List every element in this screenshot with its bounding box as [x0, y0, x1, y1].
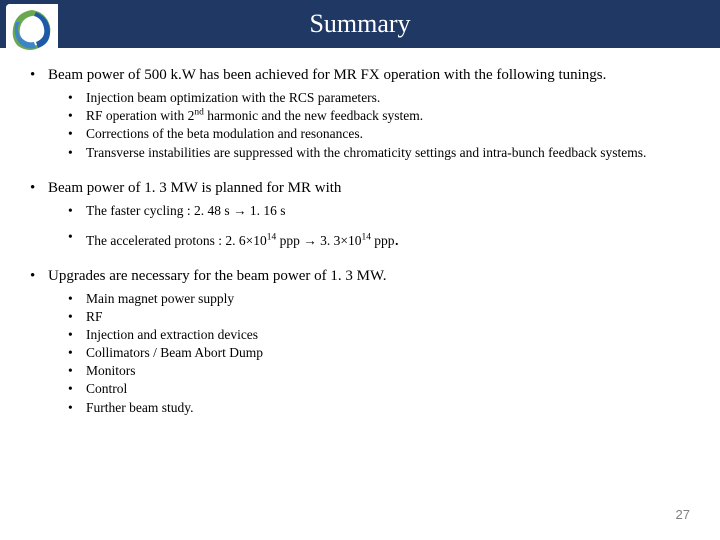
section-1-text: Beam power of 500 k.W has been achieved …: [48, 66, 692, 84]
list-item-text: Control: [86, 381, 692, 397]
bullet-dot: •: [68, 90, 86, 106]
bullet-dot: •: [68, 309, 86, 325]
slide-title: Summary: [309, 9, 410, 39]
list-item-text: The faster cycling : 2. 48 s → 1. 16 s: [86, 203, 692, 219]
bullet-dot: •: [68, 145, 86, 161]
list-item-text: RF operation with 2nd harmonic and the n…: [86, 108, 692, 124]
logo: [6, 4, 58, 56]
list-item-text: Transverse instabilities are suppressed …: [86, 145, 692, 161]
section-2-text: Beam power of 1. 3 MW is planned for MR …: [48, 179, 692, 197]
list-item: • Main magnet power supply: [68, 291, 692, 307]
list-item: • Injection beam optimization with the R…: [68, 90, 692, 106]
bullet-dot: •: [68, 345, 86, 361]
bullet-dot: •: [68, 381, 86, 397]
section-2-lead: • Beam power of 1. 3 MW is planned for M…: [28, 179, 692, 197]
list-item: • RF: [68, 309, 692, 325]
list-item-text: Collimators / Beam Abort Dump: [86, 345, 692, 361]
list-item: • Transverse instabilities are suppresse…: [68, 145, 692, 161]
page-number: 27: [676, 507, 690, 522]
section-1-lead: • Beam power of 500 k.W has been achieve…: [28, 66, 692, 84]
list-item-text: Further beam study.: [86, 400, 692, 416]
list-item: • The faster cycling : 2. 48 s → 1. 16 s: [68, 203, 692, 219]
bullet-dot: •: [68, 126, 86, 142]
list-item: • Injection and extraction devices: [68, 327, 692, 343]
list-item: • Control: [68, 381, 692, 397]
list-item-text: RF: [86, 309, 692, 325]
section-3-lead: • Upgrades are necessary for the beam po…: [28, 267, 692, 285]
section-2-sublist: • The faster cycling : 2. 48 s → 1. 16 s…: [68, 203, 692, 251]
slide-header: Summary: [0, 0, 720, 48]
list-item-text: Injection beam optimization with the RCS…: [86, 90, 692, 106]
section-3-sublist: • Main magnet power supply • RF • Inject…: [68, 291, 692, 416]
list-item: • Corrections of the beta modulation and…: [68, 126, 692, 142]
bullet-dot: •: [28, 179, 48, 197]
bullet-dot: •: [68, 363, 86, 379]
logo-swirl-icon: [6, 4, 58, 56]
bullet-dot: •: [28, 66, 48, 84]
bullet-dot: •: [68, 327, 86, 343]
bullet-dot: •: [28, 267, 48, 285]
list-item-text: Monitors: [86, 363, 692, 379]
bullet-dot: •: [68, 108, 86, 124]
list-item: • RF operation with 2nd harmonic and the…: [68, 108, 692, 124]
list-item: • Monitors: [68, 363, 692, 379]
bullet-dot: •: [68, 203, 86, 219]
bullet-dot: •: [68, 229, 86, 251]
list-item: • Further beam study.: [68, 400, 692, 416]
section-1-sublist: • Injection beam optimization with the R…: [68, 90, 692, 161]
bullet-dot: •: [68, 291, 86, 307]
list-item: • The accelerated protons : 2. 6×1014 pp…: [68, 229, 692, 251]
list-item-text: Injection and extraction devices: [86, 327, 692, 343]
section-3-text: Upgrades are necessary for the beam powe…: [48, 267, 692, 285]
bullet-dot: •: [68, 400, 86, 416]
list-item-text: Corrections of the beta modulation and r…: [86, 126, 692, 142]
list-item-text: Main magnet power supply: [86, 291, 692, 307]
list-item: • Collimators / Beam Abort Dump: [68, 345, 692, 361]
list-item-text: The accelerated protons : 2. 6×1014 ppp …: [86, 229, 692, 251]
slide-content: • Beam power of 500 k.W has been achieve…: [0, 48, 720, 416]
